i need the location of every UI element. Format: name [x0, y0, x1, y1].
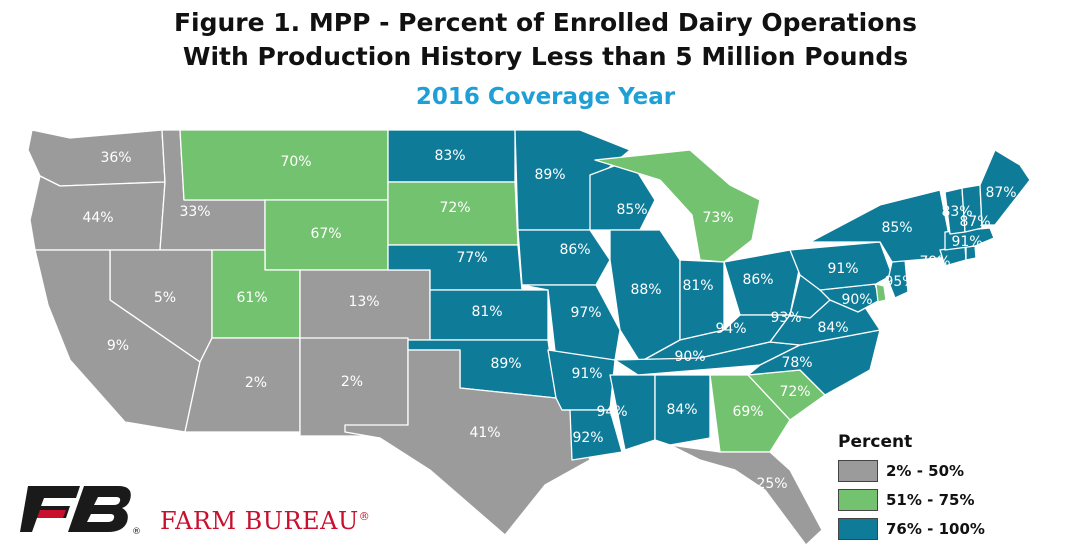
legend-item-low: 2% - 50% — [838, 458, 985, 484]
legend-item-high: 76% - 100% — [838, 516, 985, 542]
state-label-in: 81% — [682, 278, 713, 294]
state-label-pa: 91% — [827, 261, 858, 277]
state-al — [654, 374, 711, 446]
svg-text:®: ® — [132, 527, 140, 537]
state-label-ma: 91% — [951, 234, 982, 250]
state-label-la: 92% — [572, 430, 603, 446]
state-label-ky: 94% — [715, 321, 746, 337]
farm-bureau-wordmark: FARM BUREAU® — [160, 507, 370, 535]
farm-bureau-logo-icon: ® — [20, 486, 140, 537]
state-label-mo: 97% — [570, 305, 601, 321]
state-label-nh: 87% — [959, 214, 990, 230]
state-label-ne: 77% — [456, 250, 487, 266]
legend-swatch-high — [838, 518, 878, 540]
state-label-tx: 41% — [469, 425, 500, 441]
state-label-wy: 67% — [310, 226, 341, 242]
state-label-ia: 86% — [559, 242, 590, 258]
state-label-wa: 36% — [100, 150, 131, 166]
state-label-or: 44% — [82, 210, 113, 226]
state-ia — [517, 229, 611, 286]
labels-layer: 36% 44% 33% 70% 67% 5% 9% 61% 13% 2% 2% 83% 72% 77% 81… — [82, 148, 1016, 492]
legend-label-low: 2% - 50% — [886, 462, 965, 480]
state-oh — [723, 249, 801, 316]
state-label-fl: 25% — [756, 476, 787, 492]
state-label-wv: 93% — [770, 310, 801, 326]
brand-name: FARM BUREAU — [160, 507, 359, 535]
state-label-ut: 61% — [236, 290, 267, 306]
state-label-sc: 72% — [779, 384, 810, 400]
state-label-ct: 79% — [919, 254, 950, 270]
state-label-va: 84% — [817, 320, 848, 336]
state-label-vt: 83% — [941, 204, 972, 220]
state-label-al: 84% — [666, 402, 697, 418]
state-label-ny: 85% — [881, 220, 912, 236]
state-label-wi: 85% — [616, 202, 647, 218]
brand-registered-mark: ® — [358, 510, 371, 523]
legend-swatch-low — [838, 460, 878, 482]
state-label-sd: 72% — [439, 200, 470, 216]
state-label-nd: 83% — [434, 148, 465, 164]
state-label-nm: 2% — [341, 374, 363, 390]
state-label-mi: 73% — [702, 210, 733, 226]
state-label-ga: 69% — [732, 404, 763, 420]
state-label-nv: 5% — [154, 290, 176, 306]
state-label-ms: 94% — [596, 404, 627, 420]
legend-label-mid: 51% - 75% — [886, 491, 975, 509]
state-label-ok: 89% — [490, 356, 521, 372]
legend-swatch-mid — [838, 489, 878, 511]
state-label-ar: 91% — [571, 366, 602, 382]
legend: Percent 2% - 50% 51% - 75% 76% - 100% — [838, 432, 985, 542]
state-label-id: 33% — [179, 204, 210, 220]
legend-title: Percent — [838, 432, 913, 452]
state-label-az: 2% — [245, 375, 267, 391]
figure-subtitle: 2016 Coverage Year — [415, 84, 676, 110]
legend-item-mid: 51% - 75% — [838, 487, 985, 513]
state-fl — [669, 444, 823, 546]
state-label-me: 87% — [985, 185, 1016, 201]
legend-label-high: 76% - 100% — [886, 520, 985, 538]
state-label-il: 88% — [630, 282, 661, 298]
state-mi — [594, 149, 761, 263]
state-label-mt: 70% — [280, 154, 311, 170]
state-label-mn: 89% — [534, 167, 565, 183]
state-label-nj: 95% — [884, 274, 915, 290]
figure-title-line-2: With Production History Less than 5 Mill… — [182, 42, 909, 71]
states-layer — [27, 129, 1031, 546]
state-de — [875, 283, 887, 303]
state-az — [184, 337, 301, 433]
state-label-ca: 9% — [107, 338, 129, 354]
state-tx — [344, 349, 591, 536]
state-label-md: 90% — [841, 292, 872, 308]
state-label-nc: 78% — [781, 355, 812, 371]
state-label-oh: 86% — [742, 272, 773, 288]
state-wa — [27, 129, 166, 187]
state-label-ks: 81% — [471, 304, 502, 320]
state-me — [979, 149, 1031, 226]
state-la — [561, 409, 623, 461]
figure-title: Figure 1. MPP - Percent of Enrolled Dair… — [173, 8, 918, 37]
state-label-tn: 90% — [674, 349, 705, 365]
state-label-co: 13% — [348, 294, 379, 310]
state-nh — [961, 184, 983, 233]
